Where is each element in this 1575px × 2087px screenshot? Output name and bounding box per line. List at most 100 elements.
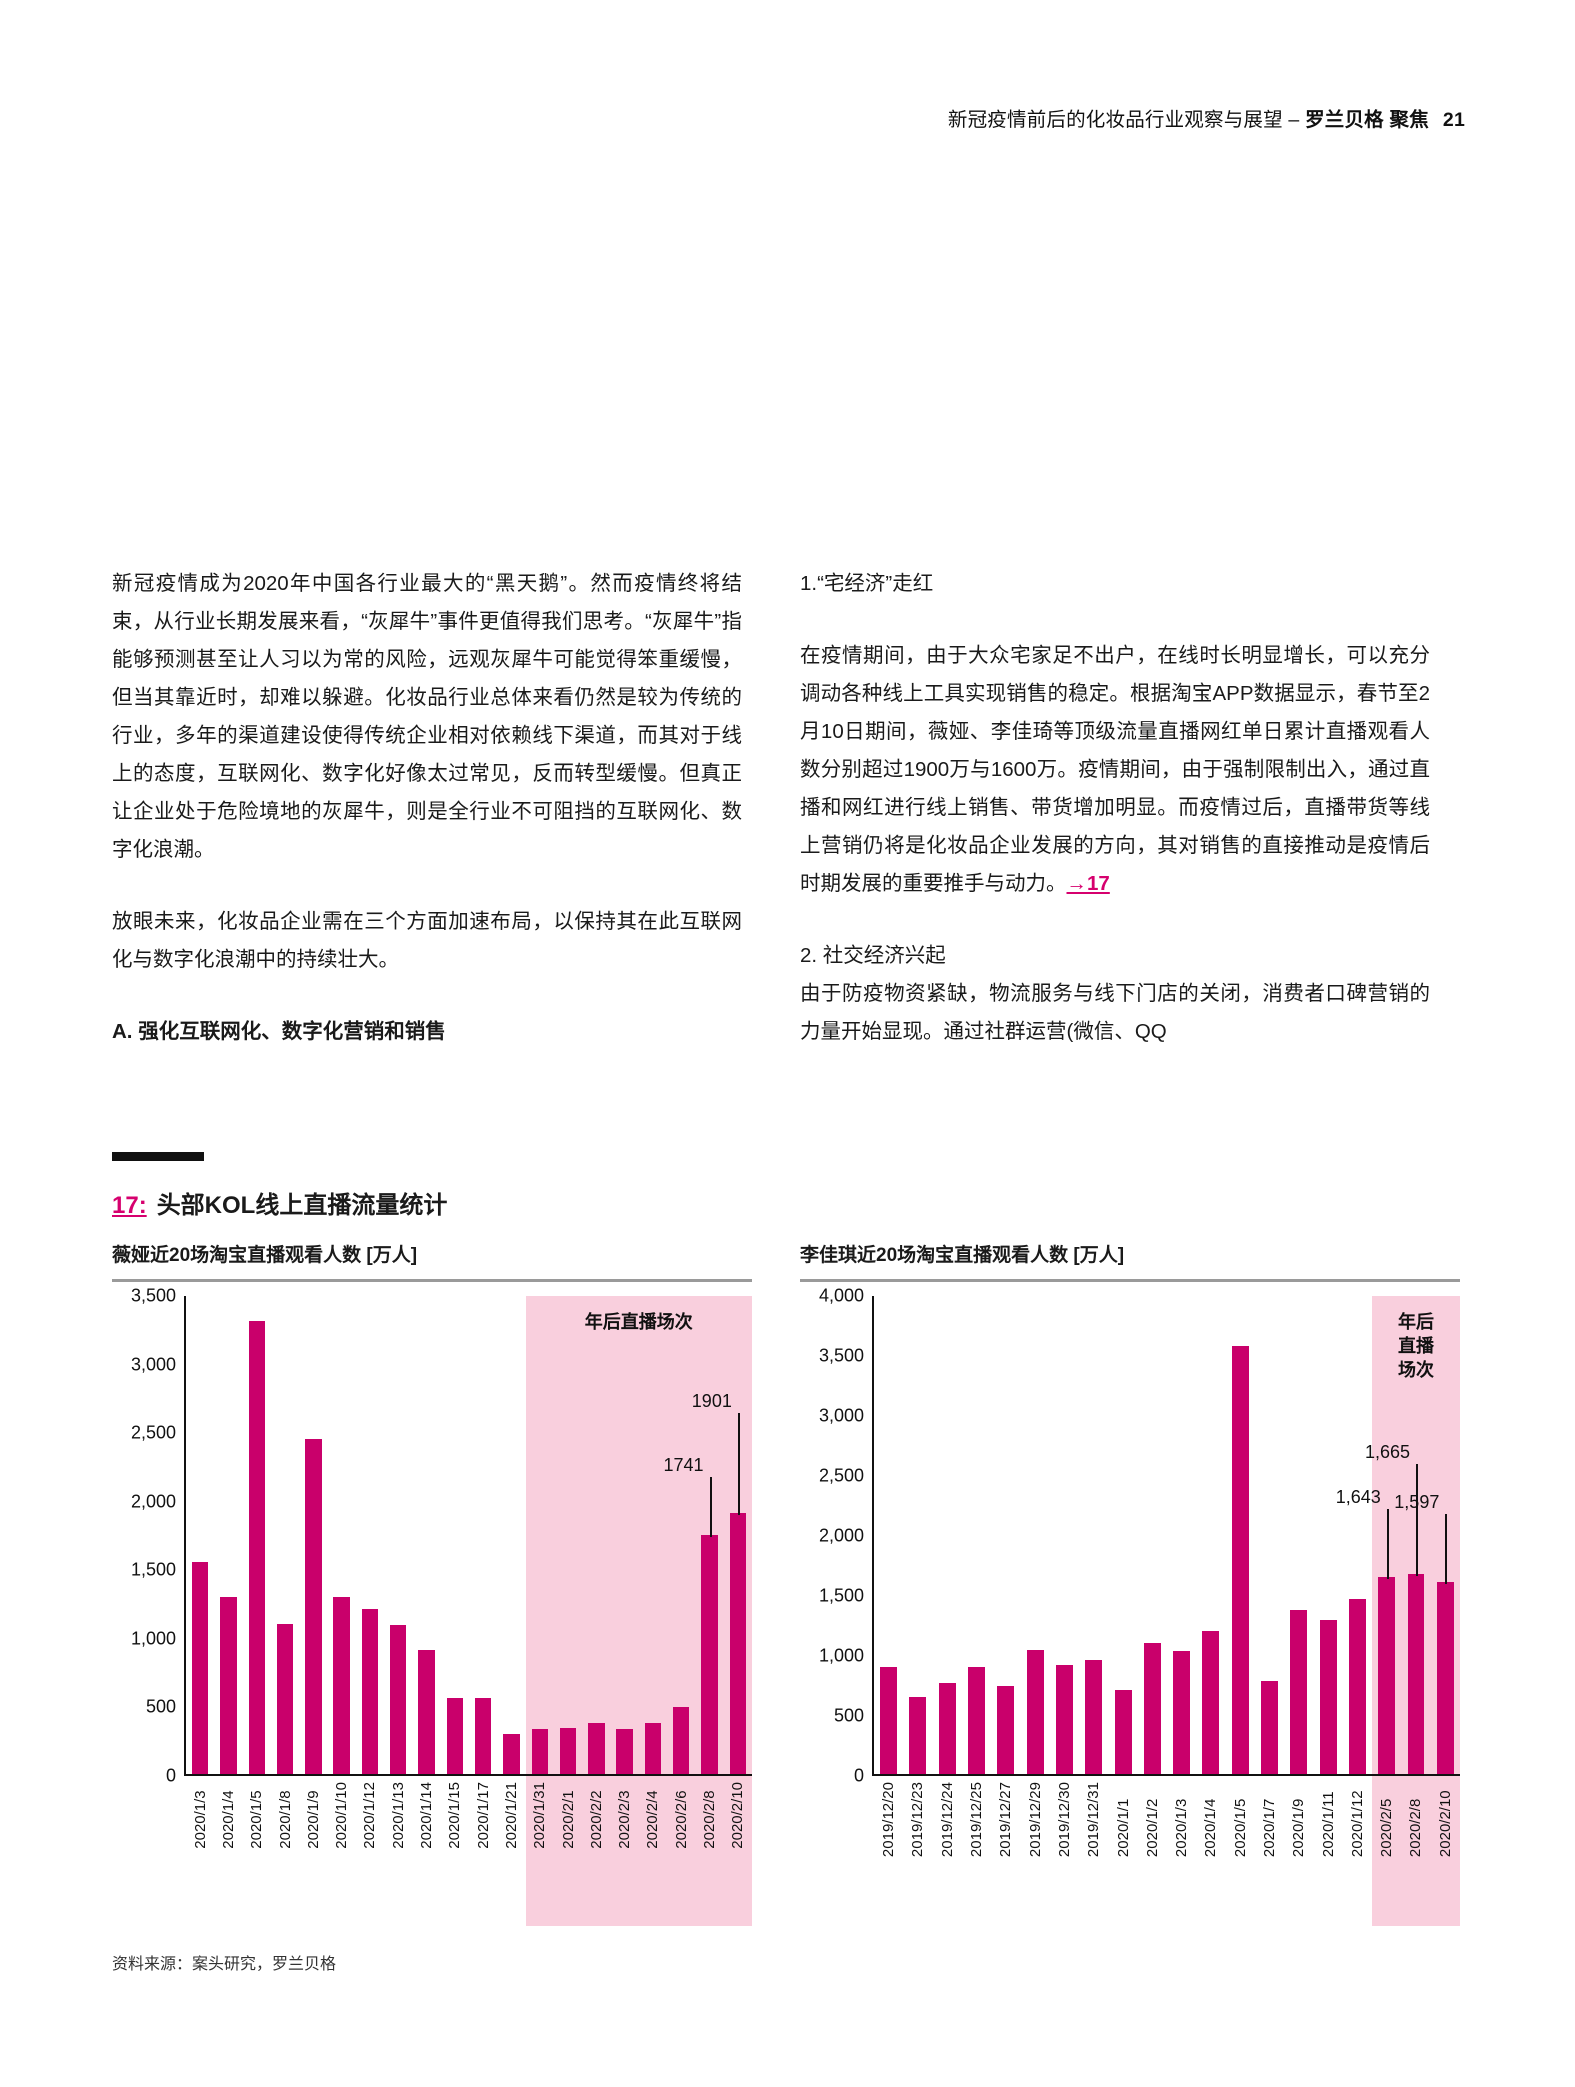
chart-x-tick-label: 2020/1/21 (502, 1782, 520, 1849)
running-header-doc-title: 新冠疫情前后的化妆品行业观察与展望 – (947, 109, 1306, 131)
right-item-1-text: 在疫情期间，由于大众宅家足不出户，在线时长明显增长，可以充分调动各种线上工具实现… (800, 644, 1430, 895)
chart-x-tick-label: 2020/2/5 (1378, 1798, 1396, 1858)
chart-x-tick-label: 2020/1/2 (1143, 1798, 1161, 1858)
bar-slot (214, 1296, 242, 1774)
chart-lijiaqi-y-tick: 2,500 (818, 1465, 864, 1486)
x-label-slot: 2020/2/10 (1431, 1776, 1460, 1857)
bar-slot (1255, 1296, 1284, 1774)
chart-bar (1085, 1660, 1103, 1774)
x-label-slot: 2020/2/4 (639, 1776, 667, 1849)
x-label-slot: 2020/1/15 (441, 1776, 469, 1849)
bar-slot (1167, 1296, 1196, 1774)
bar-slot (1138, 1296, 1167, 1774)
chart-data-leader-line (709, 1477, 712, 1538)
x-label-slot: 2020/1/12 (1343, 1776, 1372, 1857)
chart-x-tick-label: 2020/2/10 (729, 1782, 747, 1849)
exhibit-number: 17: (112, 1192, 147, 1219)
chart-x-tick-label: 2020/1/4 (1202, 1798, 1220, 1858)
bar-slot (874, 1296, 903, 1774)
chart-lijiaqi-y-tick: 3,000 (818, 1405, 864, 1426)
left-text-column: 新冠疫情成为2020年中国各行业最大的“黑天鹅”。然而疫情终将结束，从行业长期发… (112, 565, 742, 1051)
chart-x-tick-label: 2020/2/2 (587, 1790, 605, 1849)
bar-slot (1431, 1296, 1460, 1774)
x-label-slot: 2020/2/10 (724, 1776, 752, 1849)
x-label-slot: 2019/12/24 (933, 1776, 962, 1857)
right-text-column: 1.“宅经济”走红 在疫情期间，由于大众宅家足不出户，在线时长明显增长，可以充分… (800, 565, 1430, 1085)
chart-x-tick-label: 2020/1/31 (531, 1782, 549, 1849)
chart-x-tick-label: 2020/2/4 (644, 1790, 662, 1849)
chart-bar (997, 1685, 1015, 1774)
x-label-slot: 2019/12/27 (991, 1776, 1020, 1857)
chart-lijiaqi-y-tick: 4,000 (818, 1285, 864, 1306)
chart-data-label: 1,597 (1394, 1492, 1440, 1513)
chart-x-tick-label: 2020/1/5 (248, 1790, 266, 1849)
chart-bar (503, 1734, 520, 1774)
bar-slot (1343, 1296, 1372, 1774)
chart-viya-y-tick: 500 (145, 1696, 176, 1717)
chart-viya-y-tick: 3,500 (130, 1285, 176, 1306)
chart-data-leader-line (1416, 1464, 1419, 1577)
bar-slot (1372, 1296, 1401, 1774)
chart-lijiaqi-x-labels: 2019/12/20 2019/12/23 2019/12/24 2019/12/25… (874, 1776, 1460, 1857)
chart-bar (1436, 1582, 1454, 1774)
right-item-1-heading: 1.“宅经济”走红 (800, 572, 934, 595)
running-header: 新冠疫情前后的化妆品行业观察与展望 – 罗兰贝格 聚焦 21 (948, 103, 1465, 132)
bar-slot (1401, 1296, 1430, 1774)
bar-slot (327, 1296, 355, 1774)
chart-x-tick-label: 2020/1/12 (1348, 1790, 1366, 1858)
chart-bar (220, 1597, 237, 1774)
exhibit-reference-link[interactable]: →17 (1067, 872, 1110, 895)
chart-bar (1114, 1690, 1132, 1774)
x-label-slot: 2020/2/1 (554, 1776, 582, 1849)
bar-slot (582, 1296, 610, 1774)
chart-bar (276, 1623, 294, 1774)
chart-bar (1319, 1619, 1337, 1774)
chart-lijiaqi-rule (800, 1279, 1460, 1282)
bar-slot (356, 1296, 384, 1774)
chart-x-tick-label: 2020/1/9 (1290, 1798, 1308, 1858)
chart-bar (1378, 1576, 1396, 1774)
bar-slot (186, 1296, 214, 1774)
chart-data-leader-line (737, 1413, 740, 1516)
chart-lijiaqi-axis-line-horizontal (872, 1774, 1460, 1776)
bar-slot (1050, 1296, 1079, 1774)
right-item-2-body: 由于防疫物资紧缺，物流服务与线下门店的关闭，消费者口碑营销的力量开始显现。通过社… (800, 982, 1430, 1043)
left-subheading: A. 强化互联网化、数字化营销和销售 (112, 1020, 446, 1043)
x-label-slot: 2020/1/3 (1167, 1776, 1196, 1857)
x-label-slot: 2020/2/3 (610, 1776, 638, 1848)
x-label-slot: 2020/2/5 (1372, 1776, 1401, 1857)
bar-slot (903, 1296, 932, 1774)
chart-x-tick-label: 2020/1/3 (191, 1790, 209, 1849)
chart-x-tick-label: 2020/1/1 (1114, 1798, 1132, 1858)
chart-lijiaqi-y-tick: 1,500 (818, 1585, 864, 1606)
exhibit-reference-number: 17 (1087, 872, 1110, 895)
bar-slot (243, 1296, 271, 1774)
chart-bar (1348, 1598, 1366, 1774)
chart-viya-title: 薇娅近20场淘宝直播观看人数 [万人] (112, 1245, 418, 1266)
chart-viya-y-tick: 1,000 (130, 1628, 176, 1649)
x-label-slot: 2020/1/2 (1138, 1776, 1167, 1857)
chart-viya-y-tick: 2,500 (130, 1422, 176, 1443)
chart-x-tick-label: 2019/12/20 (880, 1782, 898, 1858)
chart-x-tick-label: 2019/12/27 (997, 1782, 1015, 1858)
right-item-1-body: 在疫情期间，由于大众宅家足不出户，在线时长明显增长，可以充分调动各种线上工具实现… (800, 637, 1430, 903)
x-label-slot: 2020/1/9 (1284, 1776, 1313, 1857)
chart-bar (588, 1722, 605, 1774)
x-label-slot: 2020/1/8 (271, 1776, 299, 1848)
page-number: 21 (1442, 109, 1465, 131)
x-label-slot: 2020/2/2 (582, 1776, 610, 1849)
bar-slot (695, 1296, 723, 1774)
chart-x-tick-label: 2020/2/1 (559, 1790, 577, 1849)
bar-slot (1284, 1296, 1313, 1774)
x-label-slot: 2020/1/11 (1313, 1776, 1342, 1857)
chart-bar (672, 1706, 690, 1774)
x-label-slot: 2020/1/31 (526, 1776, 554, 1849)
chart-bar (1143, 1643, 1161, 1774)
chart-bar (701, 1535, 718, 1774)
bar-slot (1108, 1296, 1137, 1774)
chart-lijiaqi-bars (874, 1296, 1460, 1774)
chart-viya-axis-line-vertical (184, 1296, 186, 1776)
chart-viya-plot: 0 500 1,000 1,500 2,000 2,500 3,000 3,500 2020/… (112, 1286, 752, 1926)
x-label-slot: 2020/1/9 (299, 1776, 327, 1848)
